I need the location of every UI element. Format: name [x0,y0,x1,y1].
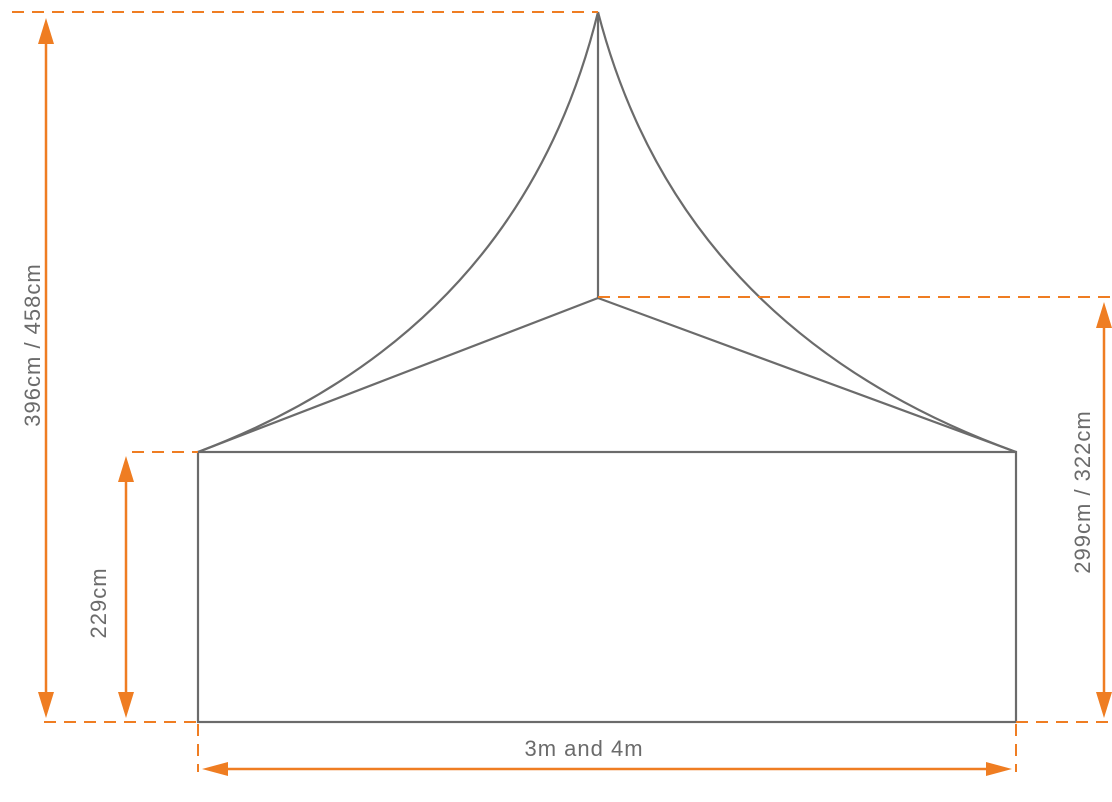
arrow-left-icon [202,762,228,776]
arrow-up-icon [118,456,134,482]
extension-lines [12,11,1110,772]
tent-roof-curve-left [197,11,600,454]
arrow-down-icon [38,692,54,718]
tent-wall-frame [196,450,1018,724]
tent-outline [196,11,1018,724]
arrow-down-icon [118,692,134,718]
arrow-down-icon [1096,692,1112,718]
wall-height-dimension: 229cm [86,456,134,718]
tent-rafter-right [597,296,1017,454]
frame-peak-height-dimension: 299cm / 322cm [1070,302,1112,718]
width-label: 3m and 4m [524,736,643,761]
arrow-up-icon [1096,302,1112,328]
arrow-right-icon [986,762,1012,776]
tent-roof-curve-right [596,11,1017,454]
arrow-up-icon [38,18,54,44]
tent-rafter-left [197,296,599,454]
overall-height-label: 396cm / 458cm [20,263,45,426]
overall-height-dimension: 396cm / 458cm [20,18,54,718]
width-dimension: 3m and 4m [202,736,1012,776]
wall-height-label: 229cm [86,567,111,638]
frame-peak-height-label: 299cm / 322cm [1070,410,1095,573]
